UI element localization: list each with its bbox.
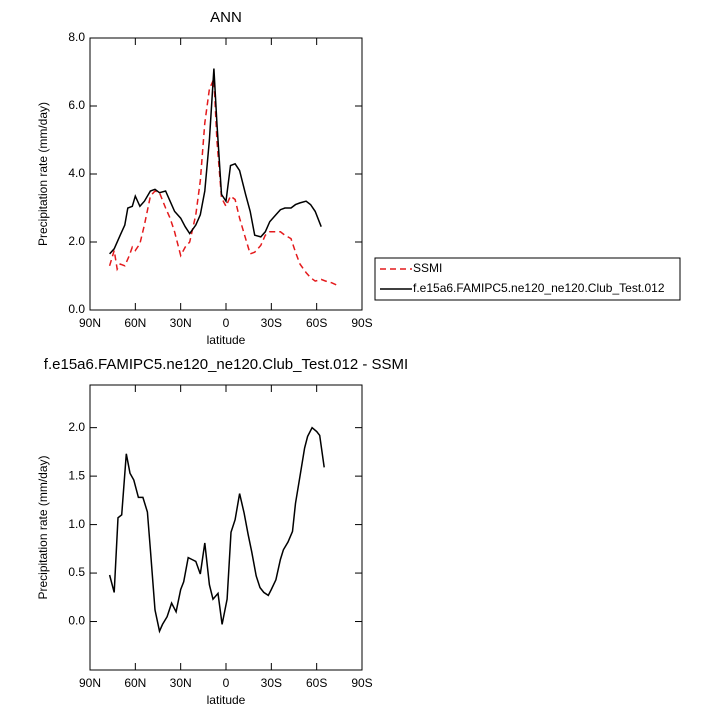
y-tick-label: 2.0 — [68, 234, 85, 248]
data-line — [108, 78, 339, 287]
x-axis-label: latitude — [207, 333, 246, 347]
y-tick-label: 6.0 — [68, 98, 85, 112]
x-tick-label: 0 — [223, 316, 230, 330]
y-tick-label: 8.0 — [68, 30, 85, 44]
data-line — [109, 68, 322, 255]
legend-label: f.e15a6.FAMIPC5.ne120_ne120.Club_Test.01… — [413, 281, 665, 295]
x-tick-label: 90S — [351, 316, 372, 330]
y-tick-label: 0.5 — [68, 565, 85, 579]
x-tick-label: 30S — [261, 676, 282, 690]
y-tick-label: 1.5 — [68, 468, 85, 482]
y-tick-label: 1.0 — [68, 517, 85, 531]
x-axis-label: latitude — [207, 693, 246, 707]
x-tick-label: 30N — [170, 676, 192, 690]
chart-title: ANN — [210, 9, 242, 26]
legend-label: SSMI — [413, 261, 442, 275]
plot-frame — [89, 37, 363, 311]
x-tick-label: 90S — [351, 676, 372, 690]
x-tick-label: 30N — [170, 316, 192, 330]
y-tick-label: 0.0 — [68, 302, 85, 316]
legend-box — [374, 257, 681, 301]
y-tick-label: 2.0 — [68, 420, 85, 434]
y-axis-label: Precipitation rate (mm/day) — [36, 102, 50, 246]
y-tick-label: 4.0 — [68, 166, 85, 180]
data-line — [108, 426, 325, 634]
x-tick-label: 60S — [306, 316, 327, 330]
x-tick-label: 60S — [306, 676, 327, 690]
x-tick-label: 30S — [261, 316, 282, 330]
chart-title: f.e15a6.FAMIPC5.ne120_ne120.Club_Test.01… — [44, 356, 408, 373]
y-axis-label: Precipitation rate (mm/day) — [36, 455, 50, 599]
x-tick-label: 60N — [124, 316, 146, 330]
x-tick-label: 90N — [79, 676, 101, 690]
y-tick-label: 0.0 — [68, 614, 85, 628]
x-tick-label: 60N — [124, 676, 146, 690]
x-tick-label: 90N — [79, 316, 101, 330]
x-tick-label: 0 — [223, 676, 230, 690]
plot-frame — [89, 384, 363, 671]
